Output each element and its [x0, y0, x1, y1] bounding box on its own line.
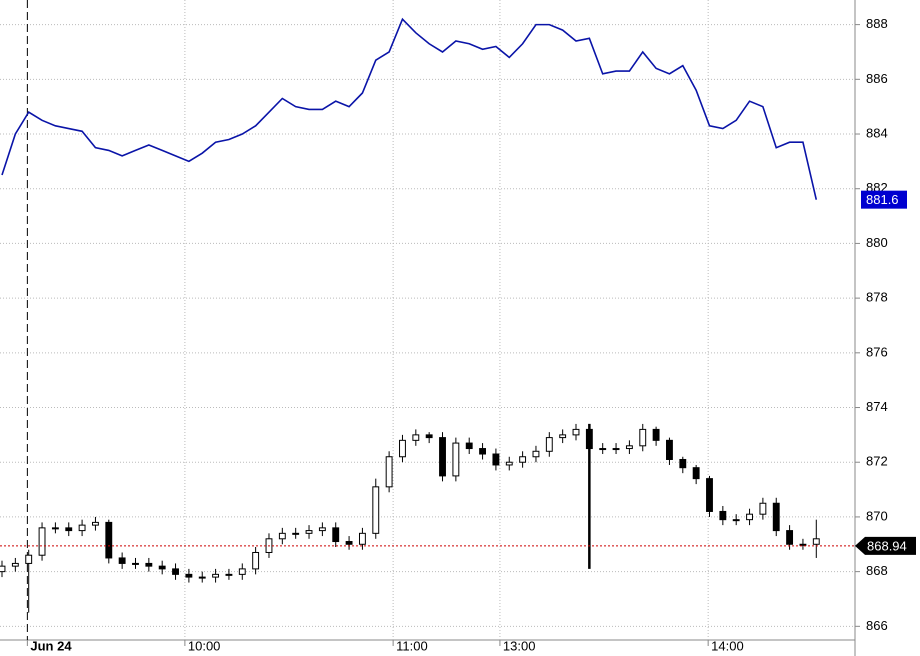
- candle-body: [746, 513, 753, 521]
- last-value-label: 881.6: [866, 192, 899, 207]
- candle-body: [318, 527, 326, 532]
- y-tick-label: 880: [866, 235, 888, 250]
- candle-body: [332, 527, 340, 543]
- candle-body: [158, 565, 166, 570]
- candle-body: [385, 456, 393, 488]
- candle-body: [65, 527, 73, 532]
- candle-body: [172, 568, 179, 575]
- candle-body: [238, 568, 246, 575]
- candle-body: [25, 554, 33, 564]
- candle-body: [545, 437, 553, 452]
- x-tick-label: 10:00: [188, 638, 221, 653]
- candle-body: [479, 448, 487, 455]
- candle-body: [786, 530, 794, 545]
- candle-body: [812, 538, 820, 545]
- x-tick-label: 13:00: [503, 638, 536, 653]
- candle-body: [78, 524, 86, 532]
- candle-body: [599, 448, 607, 451]
- candle-body: [679, 458, 687, 469]
- candle-body: [706, 478, 713, 512]
- y-tick-label: 870: [866, 508, 888, 523]
- y-tick-label: 876: [866, 344, 888, 359]
- candle-body: [652, 428, 660, 441]
- candle-body: [0, 565, 6, 573]
- y-tick-label: 874: [866, 399, 888, 414]
- candle-body: [439, 437, 446, 477]
- candle-body: [278, 532, 286, 540]
- candle-body: [185, 573, 193, 578]
- candle-body: [799, 543, 807, 546]
- candle-body: [105, 521, 113, 559]
- x-tick-label: 14:00: [711, 638, 744, 653]
- candle-body: [358, 532, 366, 545]
- x-tick-label: Jun 24: [30, 638, 72, 653]
- candle-body: [465, 442, 473, 450]
- candle-body: [559, 434, 567, 439]
- candle-body: [51, 527, 59, 530]
- last-value-label: 868.94: [867, 538, 907, 553]
- candle-body: [225, 573, 233, 576]
- candle-body: [399, 439, 406, 458]
- candle-body: [639, 428, 647, 447]
- last-value-box: [855, 536, 916, 555]
- candle-body: [572, 428, 580, 436]
- price-line: [1, 17, 818, 200]
- candle-body: [519, 456, 527, 463]
- candle-body: [212, 573, 220, 578]
- candle-body: [305, 530, 313, 534]
- candle-body: [92, 521, 99, 526]
- candle-body: [38, 527, 46, 556]
- candle-body: [532, 450, 540, 458]
- last-value-box: [861, 190, 907, 209]
- y-tick-label: 866: [866, 618, 888, 633]
- candle-body: [625, 445, 633, 450]
- candle-body: [11, 562, 19, 567]
- candle-body: [452, 442, 460, 477]
- y-tick-label: 886: [866, 71, 888, 86]
- candle-body: [492, 453, 500, 466]
- y-tick-label: 878: [866, 290, 888, 305]
- candle-body: [372, 486, 380, 534]
- candle-body: [132, 562, 139, 565]
- candle-body: [759, 502, 767, 515]
- candle-body: [425, 434, 433, 439]
- candle-body: [692, 467, 700, 480]
- y-tick-label: 888: [866, 16, 888, 31]
- candle-body: [585, 428, 593, 450]
- candle-body: [118, 557, 126, 564]
- candle-body: [412, 434, 420, 441]
- y-tick-label: 872: [866, 454, 888, 469]
- candle-body: [198, 576, 206, 579]
- candle-body: [719, 510, 727, 521]
- candle-body: [612, 448, 620, 451]
- y-tick-label: 884: [866, 125, 888, 140]
- candle-body: [145, 562, 153, 567]
- candle-body: [252, 551, 260, 570]
- candle-body: [772, 502, 780, 532]
- candle-body: [292, 532, 300, 535]
- candle-body: [732, 519, 740, 522]
- candle-body: [666, 439, 673, 460]
- candle-body: [505, 461, 513, 466]
- candle-body: [345, 541, 353, 545]
- y-tick-label: 868: [866, 563, 888, 578]
- x-tick-label: 11:00: [396, 638, 428, 653]
